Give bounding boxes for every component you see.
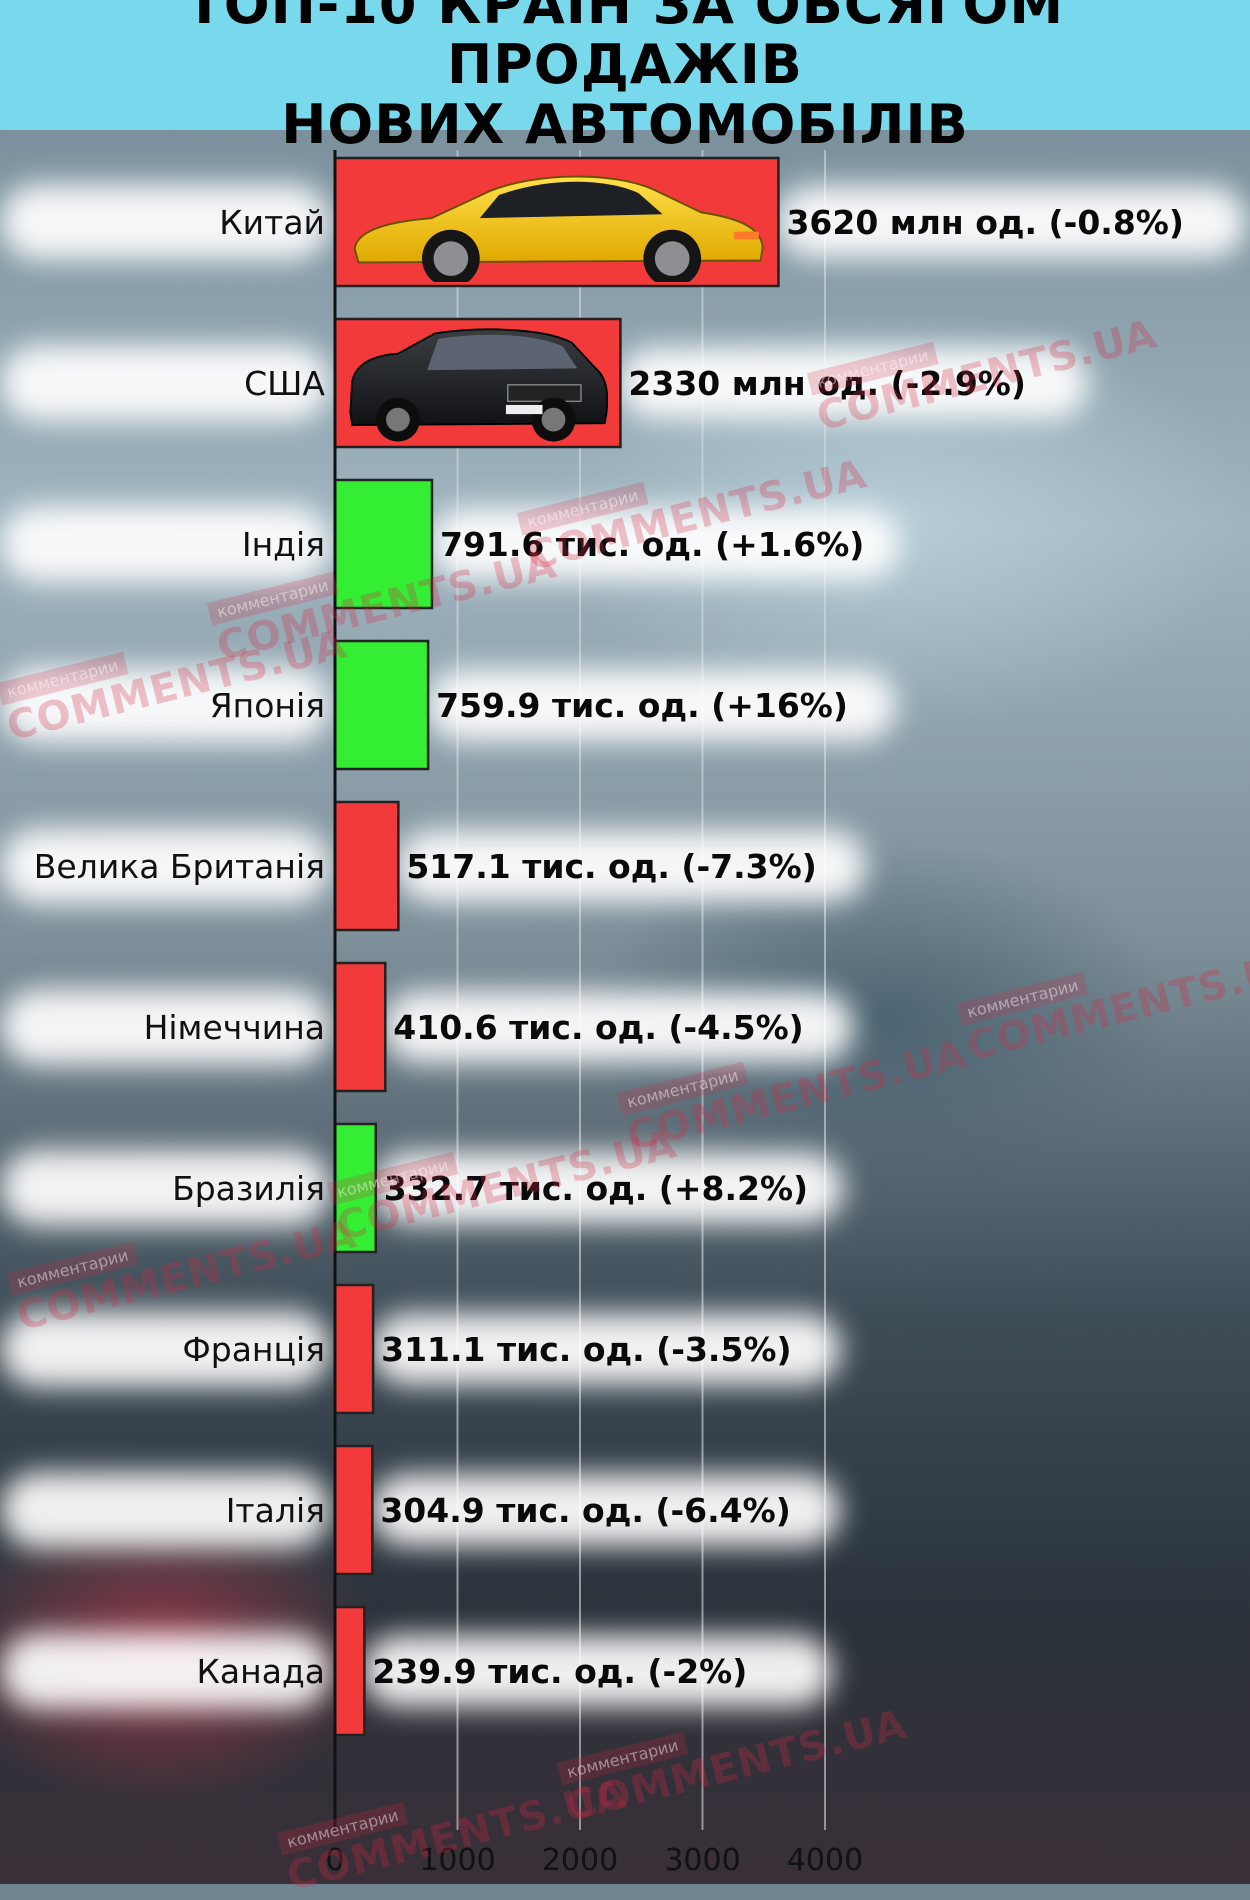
value-glow bbox=[373, 1152, 844, 1224]
value-label-9: 304.9 тис. од. (-6.4%) bbox=[380, 1491, 790, 1530]
label-glows bbox=[0, 184, 1247, 1709]
value-label-1: 3620 млн од. (-0.8%) bbox=[786, 203, 1183, 242]
value-label-5: 517.1 тис. од. (-7.3%) bbox=[406, 847, 816, 886]
value-label-2: 2330 млн од. (-2.9%) bbox=[628, 364, 1026, 403]
value-label-3: 791.6 тис. од. (+1.6%) bbox=[440, 525, 864, 564]
bar-4 bbox=[333, 639, 430, 771]
category-glow bbox=[0, 1633, 330, 1709]
category-glow bbox=[0, 1150, 330, 1226]
x-tick-label-3000: 3000 bbox=[664, 1843, 740, 1878]
value-glow bbox=[371, 1313, 842, 1385]
category-label-4: Японія bbox=[210, 686, 325, 725]
bar-9 bbox=[333, 1444, 374, 1576]
category-label-7: Бразилія bbox=[172, 1169, 325, 1208]
x-tick-label-1000: 1000 bbox=[419, 1843, 495, 1878]
bar-7 bbox=[333, 1122, 378, 1254]
chart-title: ТОП-10 КРАЇН ЗА ОБСЯГОМ ПРОДАЖІВ НОВИХ А… bbox=[185, 0, 1065, 156]
value-label-8: 311.1 тис. од. (-3.5%) bbox=[381, 1330, 791, 1369]
value-glow bbox=[370, 1474, 841, 1546]
bar-3 bbox=[333, 478, 434, 610]
chart-header: ТОП-10 КРАЇН ЗА ОБСЯГОМ ПРОДАЖІВ НОВИХ А… bbox=[0, 0, 1250, 155]
category-label-3: Індія bbox=[242, 525, 325, 564]
bar-5 bbox=[333, 800, 400, 932]
category-glow bbox=[0, 1472, 330, 1548]
value-glow bbox=[362, 1635, 833, 1707]
value-label-7: 332.7 тис. од. (+8.2%) bbox=[384, 1169, 808, 1208]
category-label-10: Канада bbox=[197, 1652, 326, 1691]
value-glow bbox=[383, 991, 854, 1063]
bar-chart: 0 1000 2000 3000 4000 Китай 3620 млн од. (-0.8… bbox=[0, 150, 1247, 1878]
category-label-8: Франція bbox=[182, 1330, 325, 1369]
category-glow bbox=[0, 989, 330, 1065]
value-glow bbox=[618, 347, 1089, 419]
x-tick-label-2000: 2000 bbox=[542, 1843, 618, 1878]
category-label-5: Велика Британія bbox=[34, 847, 325, 886]
category-glow bbox=[0, 506, 330, 582]
category-glow bbox=[0, 1311, 330, 1387]
category-glow bbox=[0, 345, 330, 421]
bar-8 bbox=[333, 1283, 375, 1415]
value-glow bbox=[396, 830, 867, 902]
bar-6 bbox=[333, 961, 387, 1093]
value-label-10: 239.9 тис. од. (-2%) bbox=[372, 1652, 747, 1691]
value-label-6: 410.6 тис. од. (-4.5%) bbox=[393, 1008, 803, 1047]
category-glow bbox=[0, 667, 330, 743]
category-label-9: Італія bbox=[226, 1491, 325, 1530]
value-glow bbox=[429, 508, 900, 580]
bar-10 bbox=[333, 1605, 366, 1737]
value-label-4: 759.9 тис. од. (+16%) bbox=[436, 686, 848, 725]
x-tick-label-4000: 4000 bbox=[787, 1843, 863, 1878]
category-glow bbox=[0, 828, 330, 904]
x-tick-label-0: 0 bbox=[325, 1843, 344, 1878]
category-label-6: Німеччина bbox=[144, 1008, 325, 1047]
value-glow bbox=[776, 186, 1247, 258]
value-glow bbox=[426, 669, 897, 741]
category-label-1: Китай bbox=[219, 203, 325, 242]
category-glow bbox=[0, 184, 330, 260]
labels: 0 1000 2000 3000 4000 Китай 3620 млн од. (-0.8… bbox=[34, 203, 1184, 1878]
category-label-2: США bbox=[244, 364, 325, 403]
